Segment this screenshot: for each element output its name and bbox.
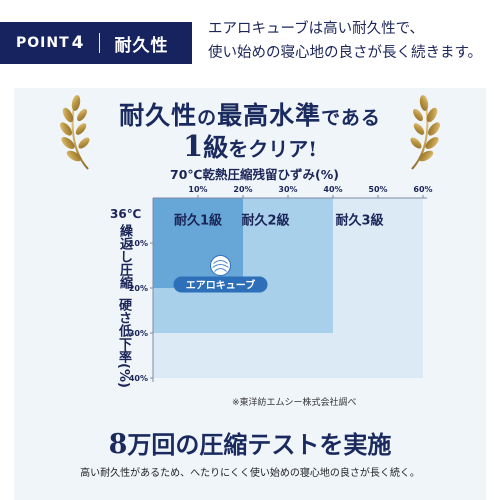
y-tick-label: 40%: [129, 374, 148, 383]
tagline-text: 万回の圧縮テストを実施: [127, 430, 392, 459]
tagline: 8万回の圧縮テストを実施: [0, 425, 500, 460]
x-tick-label: 10%: [188, 185, 207, 194]
chart-ticks: 10% 20% 30% 40% 50% 60% 10% 20% 30% 40%: [129, 185, 433, 383]
headline-line-2: 1級をクリア!: [0, 128, 500, 164]
x-tick-label: 40%: [323, 185, 342, 194]
source-note: ※東洋紡エムシー株式会社調べ: [232, 398, 357, 408]
right-laurel-icon: [410, 95, 440, 170]
y-axis-title-2: 硬さ低下率(%): [116, 298, 131, 388]
left-laurel-icon: [60, 95, 90, 170]
x-tick-label: 30%: [278, 185, 297, 194]
grade-label-2: 耐久2級: [241, 213, 289, 229]
headline-copula: である: [321, 107, 381, 129]
tagline-number: 8: [108, 429, 128, 460]
product-badge-bg: [173, 276, 268, 293]
headline-clear: をクリア!: [228, 137, 317, 161]
subline: 高い耐久性があるため、へたりにくく使い始めの寝心地の良さが長く続く。: [80, 468, 420, 479]
y-axis-temperature: 36℃: [110, 207, 142, 221]
y-tick-label: 30%: [129, 329, 148, 338]
headline-particle: の: [197, 107, 218, 129]
x-tick-label: 60%: [413, 185, 432, 194]
x-axis-title: 70℃乾熱圧縮残留ひずみ(%): [170, 167, 339, 182]
product-mesh-icon: [212, 260, 229, 272]
headline-highest: 最高水準: [217, 101, 322, 130]
y-tick-label: 10%: [129, 239, 148, 248]
point-number: 4: [71, 33, 84, 53]
headline-durability: 耐久性: [119, 101, 198, 130]
badge-divider: [99, 33, 101, 53]
grade-label-1: 耐久1級: [174, 213, 222, 229]
point-word: POINT: [16, 35, 70, 51]
chart-axes: [152, 197, 427, 382]
header-description: エアロキューブは高い耐久性で、 使い始めの寝心地の良さが長く続きます。: [208, 17, 482, 65]
x-tick-label: 50%: [368, 185, 387, 194]
description-line-1: エアロキューブは高い耐久性で、: [208, 21, 425, 37]
description-line-2: 使い始めの寝心地の良さが長く続きます。: [208, 45, 483, 61]
header-bar: POINT 4 耐久性 エアロキューブは高い耐久性で、 使い始めの寝心地の良さが…: [0, 0, 500, 82]
grade-labels: 耐久1級 耐久2級 耐久3級: [174, 213, 384, 229]
point-title: 耐久性: [114, 35, 169, 56]
grade-region-1: [153, 198, 243, 288]
y-tick-label: 20%: [129, 284, 148, 293]
headline-line-1: 耐久性の最高水準である: [0, 96, 500, 132]
product-marker: エアロキューブ: [173, 255, 268, 293]
point-badge: POINT 4 耐久性: [0, 22, 192, 64]
headline-grade-number: 1: [183, 129, 204, 163]
product-badge-label: エアロキューブ: [186, 279, 255, 292]
product-cube-icon: [210, 255, 231, 276]
y-axis-title-1: 繰返し圧縮: [117, 224, 132, 289]
headline-grade: 級: [203, 133, 229, 162]
grade-label-3: 耐久3級: [335, 213, 383, 229]
x-tick-label: 20%: [233, 185, 252, 194]
